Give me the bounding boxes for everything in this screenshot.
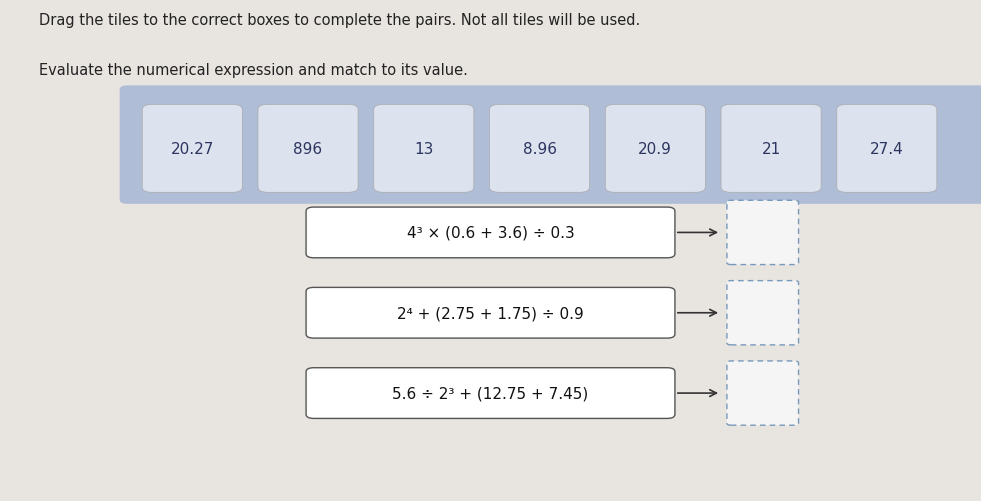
- FancyBboxPatch shape: [837, 105, 937, 193]
- FancyBboxPatch shape: [306, 368, 675, 419]
- FancyBboxPatch shape: [306, 207, 675, 258]
- Text: 27.4: 27.4: [870, 142, 904, 156]
- FancyBboxPatch shape: [258, 105, 358, 193]
- Text: 13: 13: [414, 142, 434, 156]
- FancyBboxPatch shape: [727, 281, 799, 345]
- FancyBboxPatch shape: [142, 105, 242, 193]
- Text: Drag the tiles to the correct boxes to complete the pairs. Not all tiles will be: Drag the tiles to the correct boxes to c…: [39, 13, 641, 28]
- FancyBboxPatch shape: [120, 86, 981, 204]
- FancyBboxPatch shape: [721, 105, 821, 193]
- FancyBboxPatch shape: [374, 105, 474, 193]
- FancyBboxPatch shape: [306, 288, 675, 339]
- Text: 5.6 ÷ 2³ + (12.75 + 7.45): 5.6 ÷ 2³ + (12.75 + 7.45): [392, 386, 589, 401]
- FancyBboxPatch shape: [727, 361, 799, 425]
- Text: 20.27: 20.27: [171, 142, 214, 156]
- Text: 8.96: 8.96: [523, 142, 556, 156]
- Text: 21: 21: [761, 142, 781, 156]
- FancyBboxPatch shape: [605, 105, 705, 193]
- FancyBboxPatch shape: [727, 201, 799, 265]
- FancyBboxPatch shape: [490, 105, 590, 193]
- Text: Evaluate the numerical expression and match to its value.: Evaluate the numerical expression and ma…: [39, 63, 468, 78]
- Text: 896: 896: [293, 142, 323, 156]
- Text: 20.9: 20.9: [639, 142, 672, 156]
- Text: 4³ × (0.6 + 3.6) ÷ 0.3: 4³ × (0.6 + 3.6) ÷ 0.3: [407, 225, 574, 240]
- Text: 2⁴ + (2.75 + 1.75) ÷ 0.9: 2⁴ + (2.75 + 1.75) ÷ 0.9: [397, 306, 584, 321]
